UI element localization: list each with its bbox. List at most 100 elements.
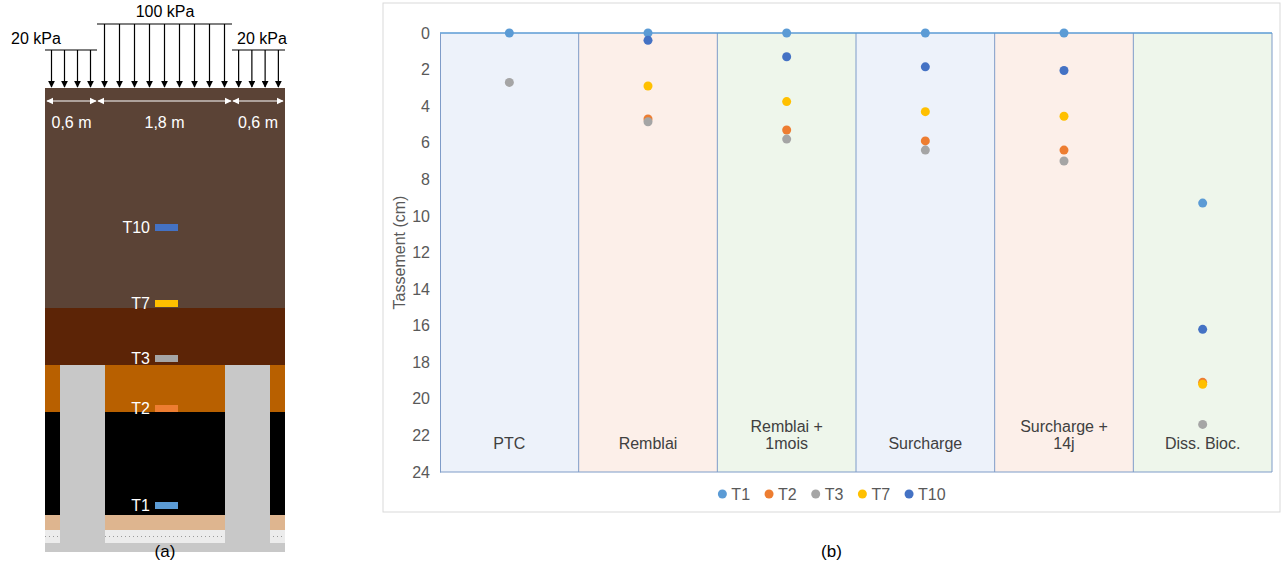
load-arrow [77,50,78,87]
load-arrow [64,50,65,87]
y-tick-label: 4 [421,98,430,115]
y-tick-label: 12 [412,244,430,261]
chart: 024681012141618202224Tassement (cm)PTCRe… [391,25,1272,481]
data-point [921,29,930,38]
load-arrow [278,50,279,87]
chart-frame [383,3,1280,512]
soil-layer [45,88,285,308]
phase-separator [994,33,995,472]
marks [505,29,1207,429]
legend-item: T3 [811,486,843,503]
dimension-arrow [233,100,283,101]
y-tick-label: 20 [412,390,430,407]
sensor-marker [155,502,178,509]
load-label: 100 kPa [136,3,195,20]
data-point [505,29,514,38]
data-point [1060,66,1069,75]
legend-label: T10 [918,486,946,503]
soil-layer [45,308,285,365]
figure: T10T7T3T2T120 kPa100 kPa20 kPa0,6 m1,8 m… [0,0,1288,567]
y-tick: 4 [421,98,440,115]
data-point [644,36,653,45]
data-point [644,117,653,126]
y-axis-title: Tassement (cm) [391,196,408,310]
series [644,82,1208,389]
load-arrow [134,24,135,87]
sensor-marker [155,224,178,231]
data-point [1060,112,1069,121]
load-arrow [179,24,180,87]
y-tick-label: 8 [421,171,430,188]
legend-item: T1 [718,486,750,503]
sensor-marker [155,405,178,412]
y-tick-label: 18 [412,354,430,371]
data-point [1198,199,1207,208]
legend-marker [718,490,727,499]
load-arrow [209,24,210,87]
load-arrow [238,50,239,87]
data-point [782,29,791,38]
dimension-arrow [98,100,231,101]
phase-band [440,33,579,472]
legend-label: T2 [778,486,797,503]
category-label-line: Surcharge [888,435,962,452]
data-point [782,135,791,144]
y-tick: 14 [412,281,440,298]
series [644,114,1208,386]
legend-label: T1 [731,486,750,503]
plot-bottom-line [440,472,1272,473]
data-point [921,62,930,71]
load-arrow [90,50,91,87]
sensor-marker [155,355,178,362]
category-label-line: 1mois [765,435,808,452]
legend-item: T7 [858,486,890,503]
sensor-label: T7 [131,295,150,312]
load-label: 20 kPa [237,30,287,47]
data-point [505,78,514,87]
phase-separator [717,33,718,472]
category-label: Diss. Bioc. [1165,435,1241,452]
sensor-label: T2 [131,400,150,417]
data-point [1060,157,1069,166]
y-tick-label: 2 [421,61,430,78]
y-tick-label: 0 [421,25,430,42]
category-label: Surcharge [888,435,962,452]
y-tick-label: 6 [421,134,430,151]
dimension-label: 1,8 m [144,114,184,131]
legend-marker [905,490,914,499]
category-label-line: Remblai + [750,418,822,435]
legend-item: T2 [765,486,797,503]
diagram: T10T7T3T2T120 kPa100 kPa20 kPa0,6 m1,8 m… [11,3,287,552]
y-tick: 22 [412,427,440,444]
sensor-label: T1 [131,497,150,514]
category-label: Remblai +1mois [750,418,822,452]
category-label-line: 14j [1053,435,1074,452]
load-arrow [164,24,165,87]
data-point [782,125,791,134]
y-tick-label: 24 [412,464,430,481]
phase-separator [856,33,857,472]
data-point [1198,325,1207,334]
load-arrow [224,24,225,87]
data-point [782,52,791,61]
y-tick-label: 16 [412,317,430,334]
y-tick: 2 [421,61,440,78]
legend: T1 T2 T3 T7 T10 [718,486,946,503]
load-arrow [51,50,52,87]
category-label-line: Surcharge + [1020,418,1108,435]
data-point [921,107,930,116]
y-tick: 16 [412,317,440,334]
load-label: 20 kPa [11,30,61,47]
category-label: Surcharge +14j [1020,418,1108,452]
load-arrow [251,50,252,87]
y-tick-label: 14 [412,281,430,298]
data-point [1060,29,1069,38]
legend-label: T3 [825,486,844,503]
load-arrow [194,24,195,87]
data-point [782,97,791,106]
y-tick-label: 10 [412,208,430,225]
dimension-arrow [47,100,96,101]
series [644,36,1208,334]
sensor-label: T3 [131,350,150,367]
legend-marker [858,490,867,499]
